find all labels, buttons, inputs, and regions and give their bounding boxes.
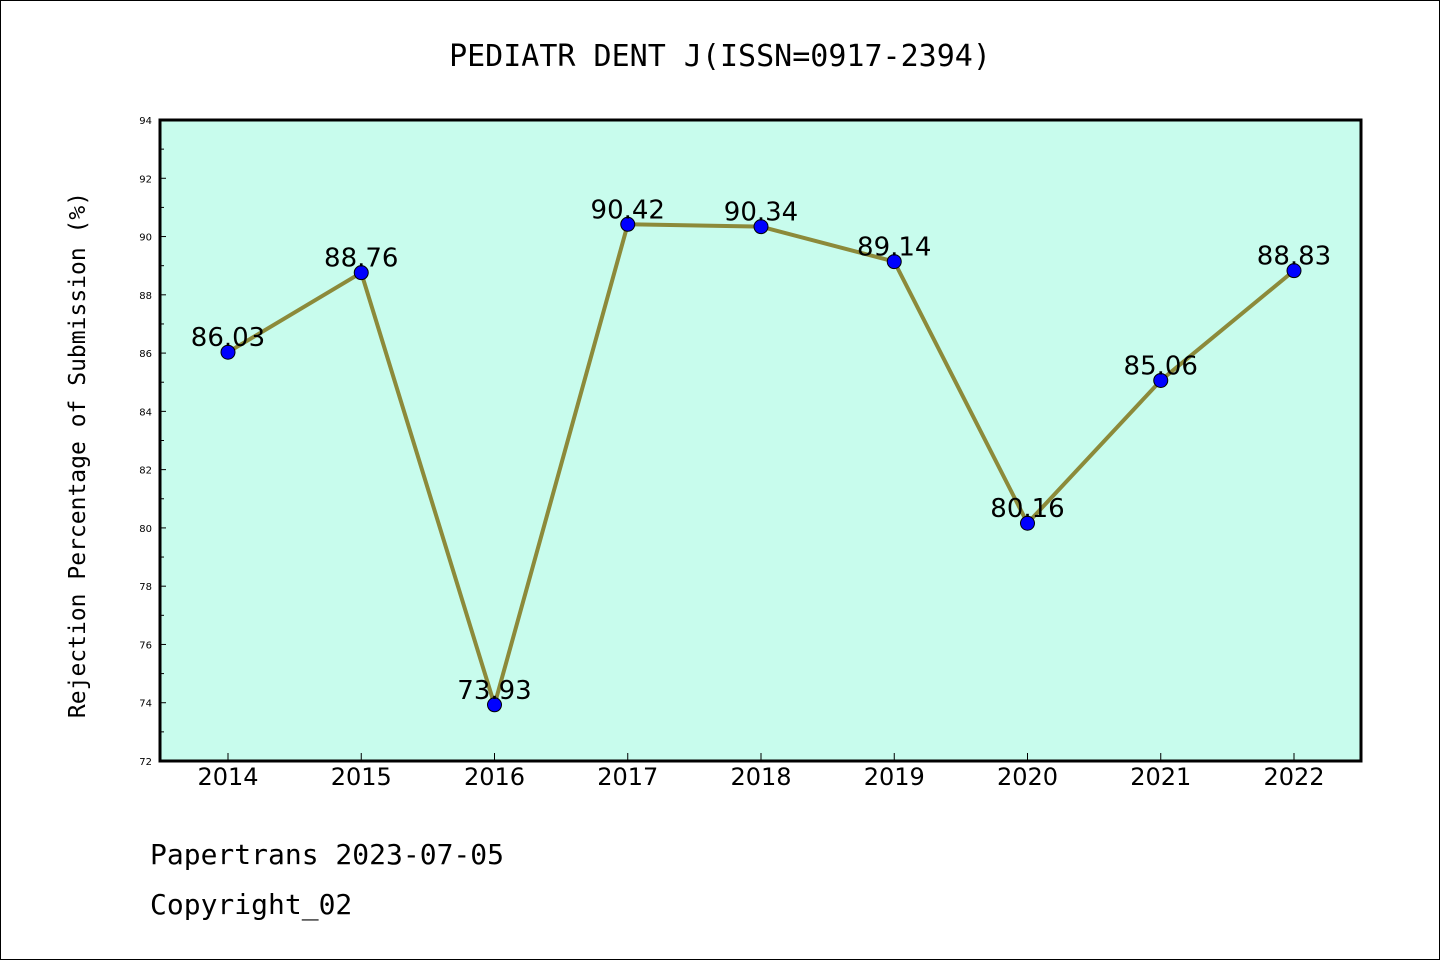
y-tick-label: 88: [139, 291, 152, 302]
data-label: 88.83: [1257, 242, 1331, 272]
chart-title: PEDIATR DENT J(ISSN=0917-2394): [449, 39, 991, 74]
x-tick-label: 2018: [730, 763, 791, 791]
x-tick-label: 2019: [864, 763, 925, 791]
y-tick-label: 76: [139, 640, 152, 651]
x-tick-label: 2015: [331, 763, 392, 791]
x-tick-label: 2020: [997, 763, 1058, 791]
x-tick-label: 2016: [464, 763, 525, 791]
y-tick-label: 90: [139, 233, 152, 244]
x-tick-label: 2014: [197, 763, 258, 791]
y-tick-label: 92: [139, 174, 152, 185]
data-point-marker: [1153, 372, 1169, 388]
y-tick-label: 72: [139, 757, 152, 768]
data-label: 88.76: [324, 244, 398, 274]
data-point-marker: [753, 219, 769, 235]
y-tick-label: 82: [139, 466, 152, 477]
y-tick-label: 78: [139, 582, 152, 593]
footer-copyright: Copyright_02: [150, 888, 352, 922]
data-point-marker: [220, 344, 236, 360]
x-tick-label: 2022: [1263, 763, 1324, 791]
data-label: 73.93: [457, 676, 531, 706]
y-tick-label: 84: [139, 407, 152, 418]
data-markers: [220, 216, 1302, 713]
data-point-marker: [353, 265, 369, 281]
data-label: 80.16: [990, 494, 1064, 524]
y-tick-label: 74: [139, 699, 152, 710]
data-label: 89.14: [857, 233, 931, 263]
y-tick-label: 86: [139, 349, 152, 360]
data-label: 90.42: [591, 195, 665, 225]
y-axis-label: Rejection Percentage of Submission (%): [65, 192, 91, 718]
data-point-marker: [1286, 263, 1302, 279]
footer-date: Papertrans 2023-07-05: [150, 838, 504, 871]
x-tick-label: 2017: [597, 763, 658, 791]
data-label: 85.06: [1124, 351, 1198, 381]
x-axis-ticks: 2014 2015 2016 2017 2018 2019 2020 2021 2022: [197, 753, 1325, 791]
y-tick-label: 94: [139, 116, 152, 127]
data-point-marker: [886, 254, 902, 270]
data-point-marker: [620, 216, 636, 232]
x-tick-label: 2021: [1130, 763, 1191, 791]
data-label: 86.03: [191, 323, 265, 353]
y-tick-label: 80: [139, 524, 152, 535]
data-point-marker: [1020, 515, 1035, 531]
data-label: 90.34: [724, 198, 798, 228]
data-labels: 86.03 88.76 73.93 90.42 90.34 89.14 80.16 85.06…: [191, 195, 1331, 705]
data-point-marker: [487, 697, 502, 713]
y-axis-ticks: 72 74 76 78 80 82 84 86 88 90 92 94: [139, 116, 166, 768]
